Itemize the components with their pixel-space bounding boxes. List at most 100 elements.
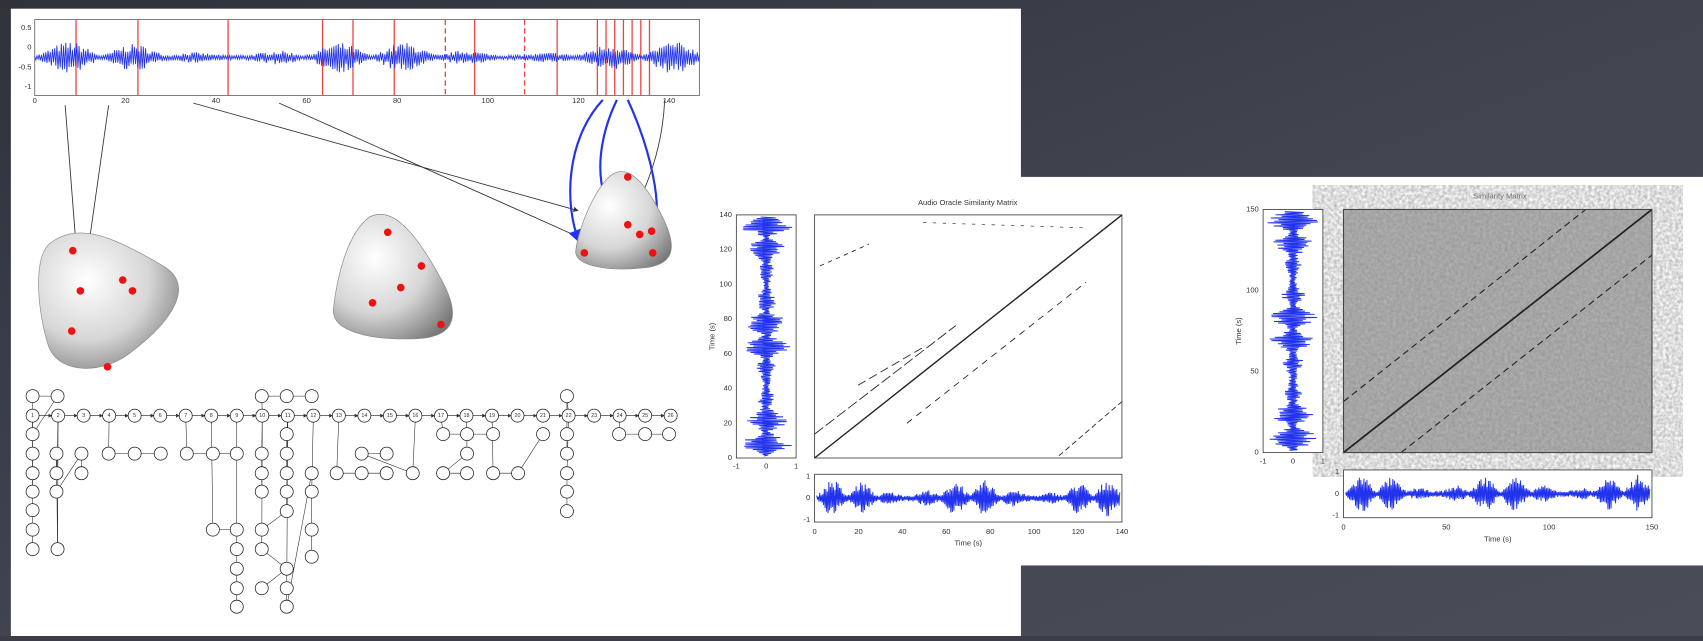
node-label: 20 — [515, 413, 521, 419]
node — [51, 390, 64, 403]
node — [305, 550, 318, 563]
node — [437, 467, 450, 480]
node-label: 23 — [591, 413, 597, 419]
node — [51, 543, 64, 556]
x-axis-label: Time (s) — [1484, 534, 1512, 543]
node — [26, 467, 39, 480]
x-tick-label: 1 — [794, 462, 798, 471]
node-label: 15 — [387, 413, 393, 419]
node — [487, 467, 500, 480]
node — [613, 428, 626, 441]
node — [230, 582, 243, 595]
x-tick-label: 150 — [1646, 522, 1659, 531]
y-tick-label: 20 — [724, 418, 732, 427]
node — [255, 467, 268, 480]
node-label: 24 — [617, 413, 623, 419]
node — [230, 523, 243, 536]
y-tick-label: 0 — [806, 493, 810, 502]
node — [26, 543, 39, 556]
node — [128, 447, 141, 460]
node — [50, 485, 63, 498]
y-tick-label: 120 — [719, 245, 732, 254]
x-tick-label: 20 — [854, 527, 862, 536]
node-label: 6 — [159, 413, 162, 419]
node-label: 4 — [108, 413, 111, 419]
y-tick-label: -1 — [25, 82, 32, 91]
y-tick-label: 60 — [724, 349, 732, 358]
node-label: 13 — [336, 413, 342, 419]
node-label: 5 — [133, 413, 136, 419]
node-label: 10 — [259, 413, 265, 419]
x-axis-label: Time (s) — [955, 539, 983, 548]
node — [663, 428, 676, 441]
y-tick-label: -0.5 — [18, 62, 31, 71]
x-tick-label: 100 — [481, 96, 494, 105]
slide: Audio Oracle Similarity Matrix Similarit… — [0, 0, 1703, 636]
node — [255, 485, 268, 498]
node — [26, 523, 39, 536]
node-label: 16 — [412, 413, 418, 419]
node — [26, 504, 39, 517]
node — [255, 523, 268, 536]
x-tick-label: 0 — [812, 527, 816, 536]
node-label: 11 — [285, 413, 291, 419]
node — [206, 447, 219, 460]
node — [355, 467, 368, 480]
node — [280, 447, 293, 460]
node — [639, 428, 652, 441]
node — [26, 390, 39, 403]
x-tick-label: 80 — [393, 96, 401, 105]
node — [280, 582, 293, 595]
node — [280, 485, 293, 498]
node-label: 21 — [540, 413, 546, 419]
node-label: 26 — [668, 413, 674, 419]
node — [26, 428, 39, 441]
x-tick-label: 60 — [302, 96, 310, 105]
node — [406, 467, 419, 480]
oracle-title: Audio Oracle Similarity Matrix — [918, 198, 1018, 207]
x-tick-label: 0 — [1341, 522, 1345, 531]
node-label: 17 — [438, 413, 444, 419]
x-tick-label: 40 — [898, 527, 906, 536]
node — [206, 523, 219, 536]
node — [280, 562, 293, 575]
node-label: 3 — [82, 413, 85, 419]
node — [255, 390, 268, 403]
node — [255, 447, 268, 460]
node — [230, 543, 243, 556]
node — [380, 467, 393, 480]
node — [75, 467, 88, 480]
node-label: 25 — [642, 413, 648, 419]
x-tick-label: 120 — [572, 96, 585, 105]
x-tick-label: -1 — [1260, 456, 1267, 465]
similarity-title: Similarity Matrix — [1473, 191, 1527, 200]
node — [560, 505, 573, 518]
y-tick-label: 0 — [1255, 448, 1259, 457]
y-tick-label: 1 — [806, 471, 810, 480]
x-tick-label: 140 — [1116, 527, 1129, 536]
node — [512, 467, 525, 480]
node — [560, 447, 573, 460]
node — [280, 428, 293, 441]
y-axis-label: Time (s) — [1234, 317, 1243, 345]
node — [102, 447, 115, 460]
node — [560, 390, 573, 403]
node — [305, 467, 318, 480]
node — [380, 447, 393, 460]
node-label: 14 — [361, 413, 367, 419]
y-tick-label: 50 — [1250, 367, 1258, 376]
node — [230, 562, 243, 575]
node — [280, 467, 293, 480]
node — [26, 485, 39, 498]
node — [305, 390, 318, 403]
node — [305, 523, 318, 536]
node — [461, 467, 474, 480]
node — [255, 582, 268, 595]
node-label: 7 — [184, 413, 187, 419]
y-tick-label: 0 — [1335, 489, 1339, 498]
x-tick-label: 120 — [1072, 527, 1085, 536]
node — [560, 467, 573, 480]
x-tick-label: 100 — [1028, 527, 1041, 536]
x-tick-label: 100 — [1543, 522, 1556, 531]
node — [50, 447, 63, 460]
